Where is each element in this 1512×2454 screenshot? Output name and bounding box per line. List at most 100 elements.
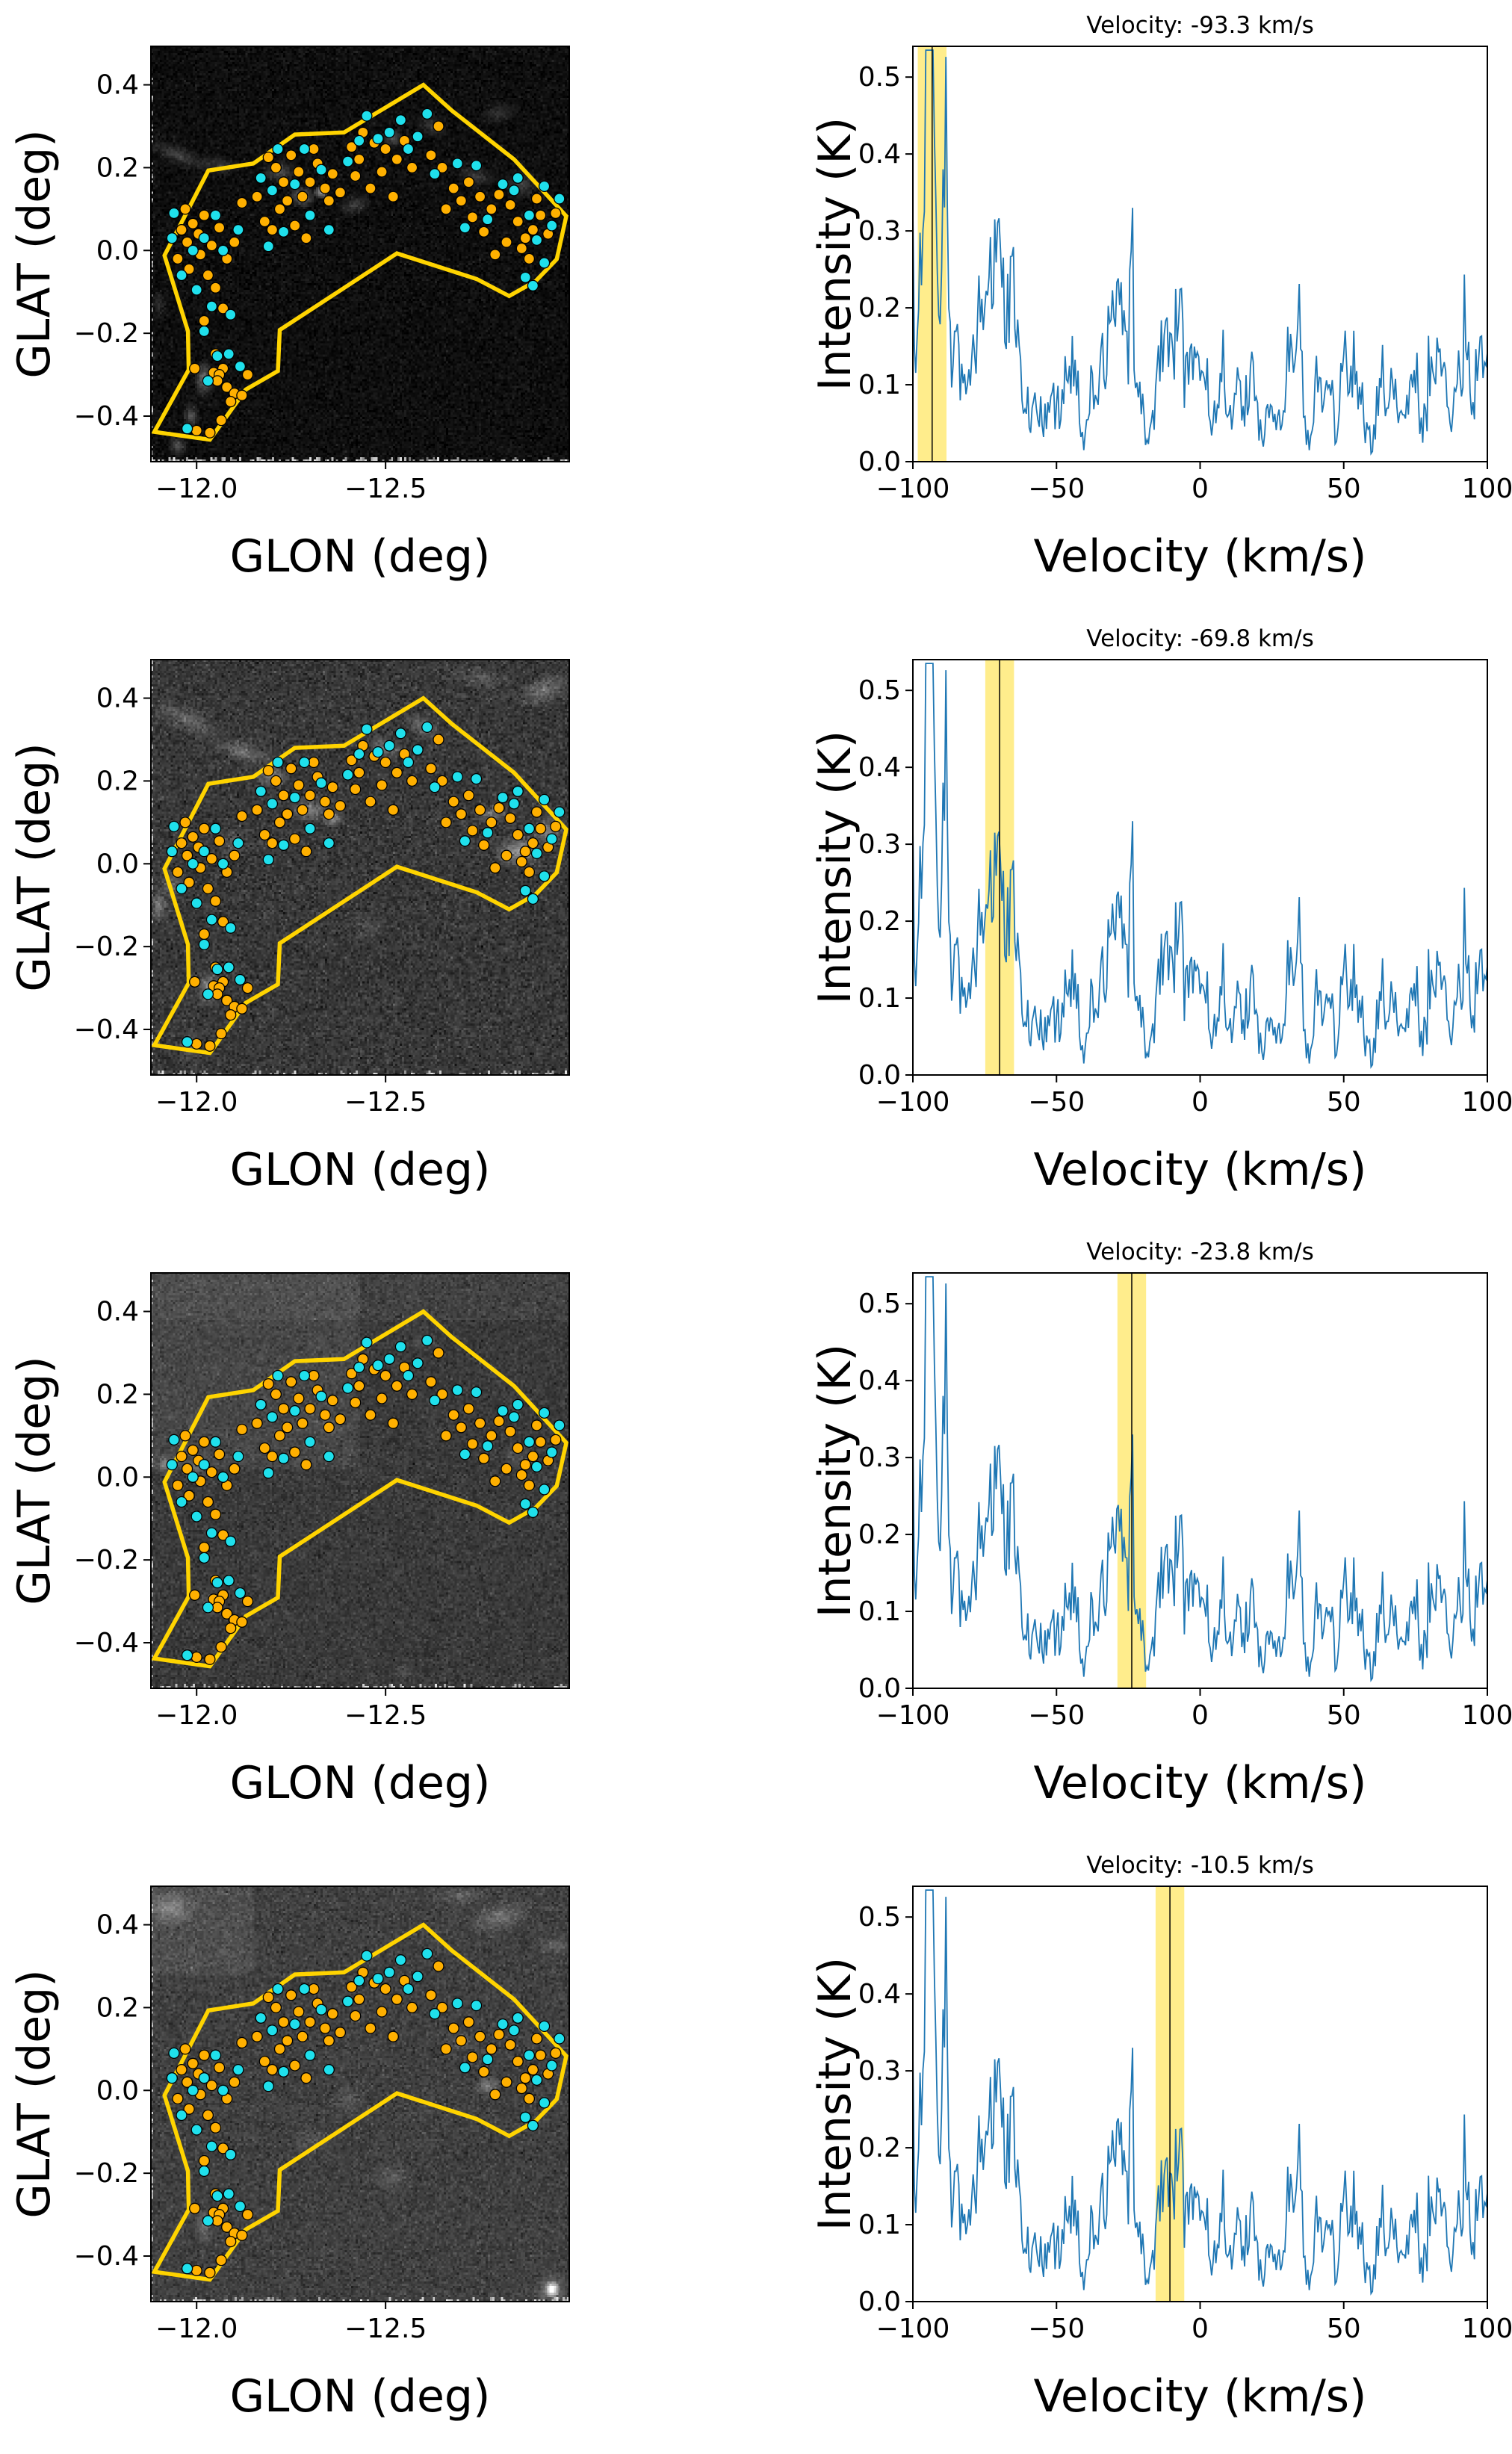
star-dot xyxy=(508,2024,520,2036)
x-ticks: −12.0 −12.5 xyxy=(155,462,427,504)
star-dot xyxy=(204,2266,216,2278)
star-dot xyxy=(209,282,222,294)
star-dot xyxy=(489,862,501,874)
x-tick-label: −50 xyxy=(1028,474,1085,504)
star-dot xyxy=(198,2072,210,2084)
star-dot xyxy=(277,1403,290,1415)
y-ticks: 0.0 0.1 0.2 0.3 0.4 0.5 xyxy=(858,1902,913,2317)
map-y-axis-label: GLAT (deg) xyxy=(8,1969,61,2219)
star-dot xyxy=(550,2047,562,2060)
star-dot xyxy=(221,994,233,1006)
star-dot xyxy=(451,1998,463,2010)
y-tick-label: 0.4 xyxy=(96,1910,139,1941)
map-x-axis-label: GLON (deg) xyxy=(229,530,491,583)
star-dot xyxy=(315,1390,327,1402)
spectrum-title: Velocity: -10.5 km/s xyxy=(1086,1852,1314,1879)
star-dot xyxy=(341,769,354,781)
star-dot xyxy=(217,303,229,315)
star-dot xyxy=(293,166,305,178)
x-ticks: −100 −50 0 50 100 xyxy=(876,1075,1512,1118)
star-dot xyxy=(402,1983,415,1995)
star-dot xyxy=(455,2035,467,2047)
star-dot xyxy=(266,1450,279,1463)
star-dot xyxy=(497,2018,509,2030)
star-dot xyxy=(209,1436,222,1448)
spectrum-line xyxy=(913,663,1487,1069)
star-dot xyxy=(361,110,373,122)
x-ticks: −100 −50 0 50 100 xyxy=(876,462,1512,504)
star-dot xyxy=(478,1452,490,1464)
star-dot xyxy=(198,1541,210,1554)
cyan-stars xyxy=(166,721,566,1048)
x-tick-label: −100 xyxy=(876,474,950,504)
map-y-axis-label: GLAT (deg) xyxy=(8,743,61,992)
star-dot xyxy=(436,1388,448,1401)
axes-frame xyxy=(912,1272,1488,1689)
map-y-axis-label: GLAT (deg) xyxy=(8,1356,61,1605)
star-dot xyxy=(293,2006,305,2018)
spectrum-title: Velocity: -93.3 km/s xyxy=(1086,12,1314,39)
star-dot xyxy=(179,203,191,215)
star-dot xyxy=(198,315,210,327)
star-dot xyxy=(534,209,547,221)
star-dot xyxy=(215,2254,227,2266)
star-dot xyxy=(519,1459,531,1471)
star-dot xyxy=(538,1407,551,1419)
star-dot xyxy=(394,114,407,126)
star-dot xyxy=(519,271,531,283)
star-dot xyxy=(273,1430,286,1442)
star-dot xyxy=(451,771,463,783)
star-dot xyxy=(183,2103,195,2115)
y-tick-label: 0.5 xyxy=(858,1902,901,1933)
star-dot xyxy=(308,756,320,769)
star-dot xyxy=(508,185,520,196)
star-dot xyxy=(266,1411,279,1423)
star-dot xyxy=(538,793,551,806)
axes-frame xyxy=(150,1272,570,1689)
star-dot xyxy=(258,1442,270,1454)
star-dot xyxy=(323,2063,335,2076)
star-dot xyxy=(345,1981,358,1993)
spectrum-y-axis-label: Intensity (K) xyxy=(809,730,861,1005)
star-dot xyxy=(326,781,338,793)
star-dot xyxy=(262,854,274,866)
star-dot xyxy=(187,217,199,229)
star-dot xyxy=(272,143,284,155)
figure-row-4: GLAT (deg) −12.0 −12.5 0.4 0.2 0.0 −0.2 −0.4 G… xyxy=(0,1840,1512,2454)
star-dot xyxy=(365,182,377,194)
star-dot xyxy=(202,1602,214,1614)
star-dot xyxy=(315,2004,327,2015)
star-dot xyxy=(504,2039,516,2051)
star-dot xyxy=(523,1479,536,1492)
star-dot xyxy=(273,2043,286,2055)
map-plot-area: −12.0 −12.5 0.4 0.2 0.0 −0.2 −0.4 xyxy=(74,1272,570,1731)
star-dot xyxy=(281,1422,294,1434)
star-dot xyxy=(387,2030,399,2042)
star-dot xyxy=(298,756,311,769)
spectrum-y-axis-label: Intensity (K) xyxy=(809,117,861,391)
star-dot xyxy=(474,1417,486,1429)
star-dot xyxy=(436,2001,448,2014)
star-dot xyxy=(277,790,290,802)
star-dot xyxy=(241,2208,254,2221)
star-dot xyxy=(205,1466,218,1478)
star-dot xyxy=(433,734,444,746)
star-dot xyxy=(350,783,362,796)
star-dot xyxy=(181,2263,193,2275)
star-dot xyxy=(383,1966,395,1978)
y-tick-label: 0.1 xyxy=(858,983,901,1014)
x-ticks: −100 −50 0 50 100 xyxy=(876,1688,1512,1731)
star-dot xyxy=(297,2030,309,2042)
star-dot xyxy=(353,134,365,147)
star-dot xyxy=(345,755,358,766)
star-dot xyxy=(519,2111,531,2123)
star-dot xyxy=(225,1008,237,1021)
star-dot xyxy=(474,2030,486,2042)
star-dot xyxy=(353,153,365,165)
cyan-stars xyxy=(166,1948,566,2275)
star-dot xyxy=(379,1983,391,1995)
y-tick-label: 0.4 xyxy=(858,1979,901,2010)
star-dot xyxy=(530,1460,543,1473)
star-dot xyxy=(308,1983,320,1995)
star-dot xyxy=(550,207,562,220)
